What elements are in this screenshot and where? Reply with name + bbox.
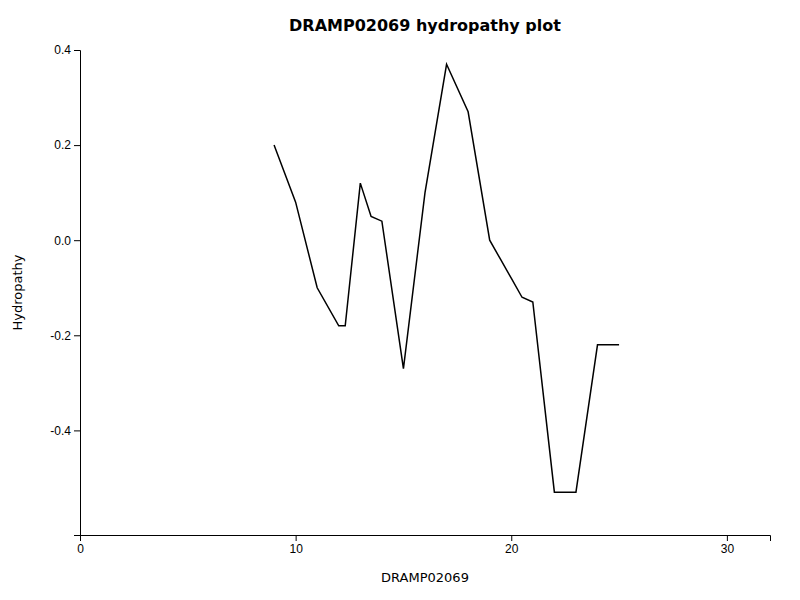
y-tick: 0.0 — [54, 234, 80, 248]
x-axis-line — [81, 536, 771, 542]
y-tick-label: 0.0 — [54, 234, 71, 248]
y-tick-label: 0.4 — [54, 43, 71, 57]
x-tick-label: 30 — [721, 542, 735, 556]
y-axis-line — [74, 51, 81, 536]
x-tick-label: 0 — [77, 542, 84, 556]
x-axis: 0 10 20 30 — [77, 535, 770, 556]
chart: 0 10 20 30 -0.4 -0.2 0.0 0.2 0.4 DRAMP02069 hydro… — [0, 0, 800, 600]
x-tick: 10 — [289, 535, 303, 556]
x-tick-label: 20 — [505, 542, 519, 556]
y-tick: -0.4 — [50, 424, 80, 438]
y-tick: 0.2 — [54, 138, 80, 152]
y-tick-mark — [74, 50, 80, 51]
x-tick-mark — [296, 535, 297, 541]
y-axis-title: Hydropathy — [10, 254, 25, 330]
x-tick: 30 — [721, 535, 735, 556]
y-tick-mark — [74, 430, 80, 431]
data-line — [274, 64, 619, 492]
x-tick-mark — [727, 535, 728, 541]
marks — [274, 64, 619, 492]
y-tick-label: 0.2 — [54, 138, 71, 152]
plot: 0 10 20 30 -0.4 -0.2 0.0 0.2 0.4 — [50, 43, 770, 555]
y-tick-mark — [74, 240, 80, 241]
x-tick-label: 10 — [289, 542, 303, 556]
x-tick: 0 — [77, 535, 84, 556]
y-tick-mark — [74, 335, 80, 336]
x-axis-title: DRAMP02069 — [381, 570, 469, 585]
y-axis: -0.4 -0.2 0.0 0.2 0.4 — [50, 43, 80, 535]
y-tick: -0.2 — [50, 329, 80, 343]
x-tick: 20 — [505, 535, 519, 556]
y-tick: 0.4 — [54, 43, 80, 57]
x-tick-mark — [511, 535, 512, 541]
y-tick-label: -0.4 — [50, 424, 71, 438]
y-tick-label: -0.2 — [50, 329, 71, 343]
title: DRAMP02069 hydropathy plot — [289, 16, 561, 35]
y-tick-mark — [74, 145, 80, 146]
